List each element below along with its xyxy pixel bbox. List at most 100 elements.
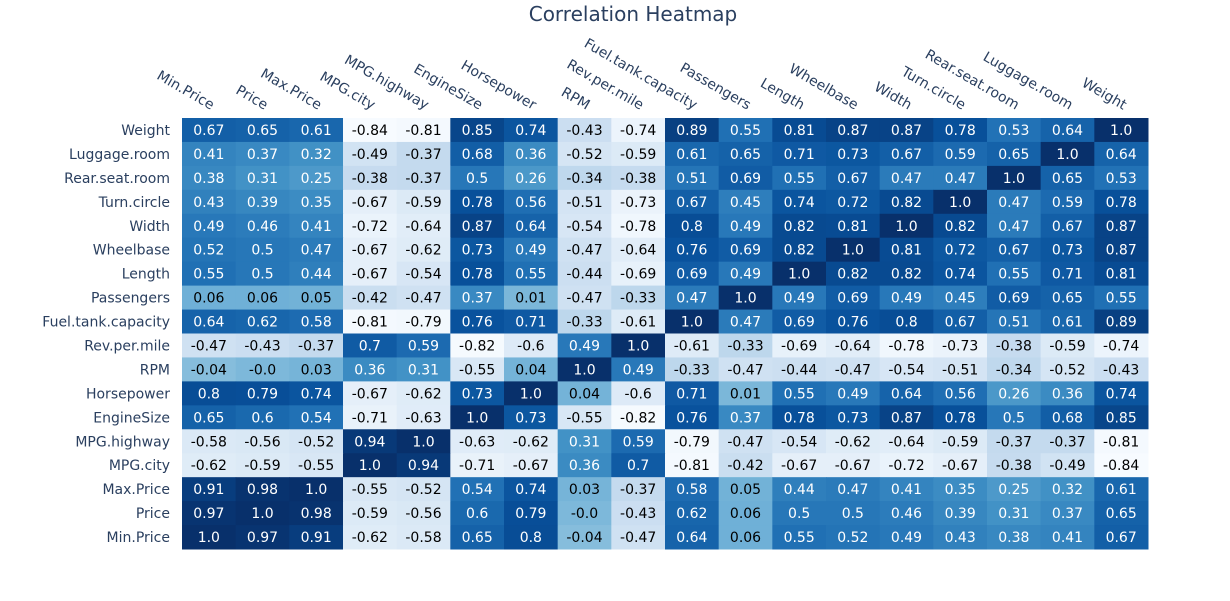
heatmap-cell-value: 0.43 xyxy=(193,195,224,211)
heatmap-cell xyxy=(611,309,666,334)
heatmap-cell-value: 0.78 xyxy=(945,410,976,426)
heatmap-cell xyxy=(182,405,237,430)
heatmap-cell xyxy=(1094,453,1149,478)
heatmap-cell xyxy=(396,213,451,239)
heatmap-cell xyxy=(718,309,773,334)
heatmap-cell xyxy=(343,141,398,167)
heatmap-cell-value: -0.64 xyxy=(405,219,441,235)
heatmap-cell-value: -0.63 xyxy=(459,434,495,450)
heatmap-cell xyxy=(1094,405,1149,430)
heatmap-cell xyxy=(665,453,720,478)
heatmap-cell-value: 0.81 xyxy=(1106,267,1137,283)
heatmap-cell-value: -0.37 xyxy=(405,147,441,163)
heatmap-cell-value: -0.52 xyxy=(298,434,334,450)
heatmap-cell xyxy=(665,333,720,358)
heatmap-cell xyxy=(987,213,1042,239)
heatmap-cell-value: -0.58 xyxy=(405,530,441,546)
heatmap-cell-value: 0.55 xyxy=(515,267,546,283)
heatmap-cell-value: 1.0 xyxy=(573,362,595,378)
heatmap-cell-value: 0.32 xyxy=(301,147,332,163)
heatmap-cell xyxy=(665,118,720,143)
heatmap-cell xyxy=(504,165,559,191)
heatmap-cell xyxy=(343,333,398,358)
heatmap-cell xyxy=(557,285,612,311)
heatmap-cell-value: 0.8 xyxy=(198,386,220,402)
heatmap-cell xyxy=(504,237,559,263)
heatmap-cell xyxy=(557,381,612,406)
heatmap-cell xyxy=(826,357,881,382)
heatmap-cell xyxy=(396,357,451,382)
y-axis-tick-label: Fuel.tank.capacity xyxy=(42,315,170,331)
heatmap-cell xyxy=(504,357,559,382)
heatmap-cell-value: 0.89 xyxy=(1106,315,1137,331)
heatmap-cell xyxy=(611,285,666,311)
heatmap-cell xyxy=(933,333,988,358)
heatmap-cell xyxy=(987,141,1042,167)
heatmap-cell-value: 0.98 xyxy=(247,482,278,498)
heatmap-cell xyxy=(235,285,290,311)
heatmap-cell-value: 0.78 xyxy=(784,410,815,426)
x-axis-tick-label: Price xyxy=(233,83,271,114)
heatmap-cell-value: 1.0 xyxy=(251,506,273,522)
heatmap-cell xyxy=(772,261,827,287)
heatmap-cell xyxy=(450,309,505,334)
heatmap-cell-value: 0.5 xyxy=(842,506,864,522)
heatmap-cell xyxy=(396,189,451,215)
heatmap-cell-value: -0.34 xyxy=(566,171,602,187)
heatmap-cell-value: -0.67 xyxy=(781,458,817,474)
heatmap-cell-value: 0.37 xyxy=(247,147,278,163)
heatmap-cell-value: 0.41 xyxy=(891,482,922,498)
heatmap-cell xyxy=(1040,501,1095,526)
heatmap-cell-value: 0.06 xyxy=(730,506,761,522)
heatmap-cell xyxy=(665,381,720,406)
heatmap-cell-value: 0.25 xyxy=(998,482,1029,498)
heatmap-cell-value: 1.0 xyxy=(1056,147,1078,163)
heatmap-cell-value: 0.82 xyxy=(784,219,815,235)
heatmap-cell-value: -0.33 xyxy=(727,338,763,354)
heatmap-cell-value: 0.59 xyxy=(408,338,439,354)
heatmap-cell xyxy=(1094,118,1149,143)
heatmap-cell-value: -0.47 xyxy=(835,362,871,378)
heatmap-cell-value: 0.73 xyxy=(1052,243,1083,259)
heatmap-cell xyxy=(289,501,344,526)
heatmap-cell-value: 1.0 xyxy=(681,315,703,331)
heatmap-cell-value: 0.71 xyxy=(515,315,546,331)
heatmap-cell xyxy=(611,165,666,191)
heatmap-cell xyxy=(933,525,988,550)
heatmap-cell xyxy=(718,141,773,167)
heatmap-cell-value: -0.64 xyxy=(888,434,924,450)
heatmap-cell xyxy=(450,381,505,406)
heatmap-cell-value: 0.41 xyxy=(1052,530,1083,546)
heatmap-cell xyxy=(235,165,290,191)
heatmap-cell xyxy=(1094,213,1149,239)
heatmap-cell-value: 0.73 xyxy=(837,147,868,163)
y-axis-tick-labels: Weight Luggage.room Rear.seat.room Turn.cir… xyxy=(42,123,170,546)
heatmap-cell xyxy=(396,237,451,263)
y-axis-tick-label: Weight xyxy=(121,123,170,139)
heatmap-cell xyxy=(396,261,451,287)
heatmap-cell xyxy=(1040,165,1095,191)
heatmap-cell-value: 0.36 xyxy=(1052,386,1083,402)
heatmap-cell-value: 0.55 xyxy=(784,530,815,546)
heatmap-cell-value: 0.47 xyxy=(998,195,1029,211)
heatmap-cell xyxy=(933,453,988,478)
heatmap-cell-value: 0.69 xyxy=(730,243,761,259)
heatmap-cell-value: -0.67 xyxy=(513,458,549,474)
heatmap-cell-value: -0.78 xyxy=(888,338,924,354)
y-axis-tick-label: Rear.seat.room xyxy=(64,171,170,187)
heatmap-cell-value: 0.73 xyxy=(837,410,868,426)
heatmap-cell xyxy=(235,405,290,430)
heatmap-cell-value: 0.47 xyxy=(837,482,868,498)
heatmap-cell xyxy=(343,453,398,478)
heatmap-cell xyxy=(396,405,451,430)
heatmap-cell xyxy=(933,477,988,502)
y-axis-tick-label: Passengers xyxy=(91,291,170,307)
heatmap-cell xyxy=(826,165,881,191)
heatmap-cell-value: 0.94 xyxy=(408,458,439,474)
heatmap-cell-value: 0.64 xyxy=(676,530,707,546)
heatmap-cell-value: 0.64 xyxy=(1106,147,1137,163)
heatmap-cell-value: -0.47 xyxy=(566,291,602,307)
heatmap-cell-value: 0.61 xyxy=(301,123,332,139)
heatmap-cell xyxy=(396,285,451,311)
heatmap-cell-value: 0.47 xyxy=(891,171,922,187)
